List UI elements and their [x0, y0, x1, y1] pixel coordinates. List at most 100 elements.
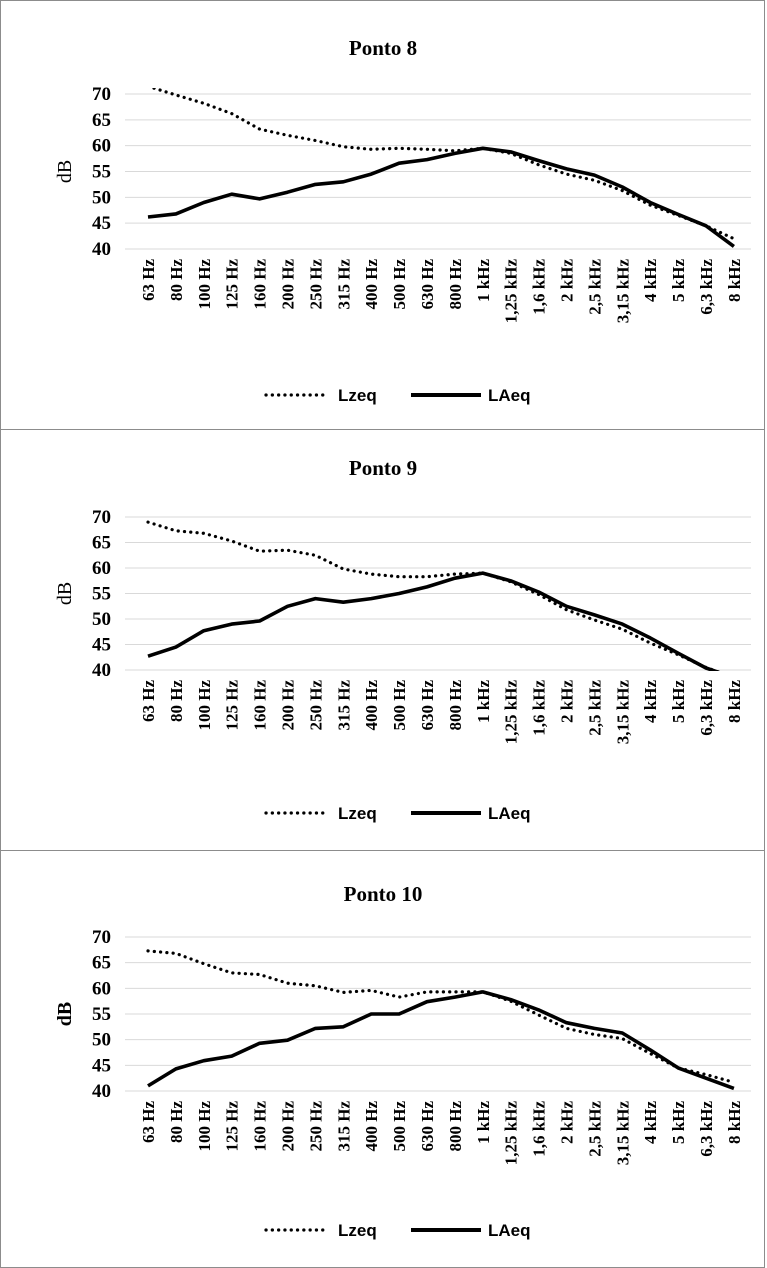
x-tick-label: 63 Hz: [139, 680, 158, 722]
x-tick-label: 100 Hz: [195, 1101, 214, 1152]
x-tick-label: 5 kHz: [669, 1101, 688, 1144]
x-tick-label: 630 Hz: [418, 680, 437, 731]
x-tick-label: 100 Hz: [195, 680, 214, 731]
y-tick-label: 40: [92, 1081, 111, 1102]
x-tick-label: 5 kHz: [669, 259, 688, 302]
x-tick-label: 6,3 kHz: [697, 1101, 716, 1157]
y-tick-label: 45: [92, 213, 111, 234]
x-tick-label: 4 kHz: [641, 680, 660, 723]
series-line-laeq: [147, 146, 735, 248]
x-tick-label: 80 Hz: [167, 1101, 186, 1143]
x-tick-label: 1 kHz: [474, 1101, 493, 1144]
series-line-lzeq: [148, 88, 736, 241]
legend-label-laeq: LAeq: [488, 386, 531, 405]
y-tick-label: 40: [92, 660, 111, 681]
x-tick-label: 800 Hz: [446, 259, 465, 310]
legend: Lzeq LAeq: [264, 804, 531, 823]
x-tick-label: 250 Hz: [306, 259, 325, 310]
x-tick-label: 6,3 kHz: [697, 680, 716, 736]
x-tick-label: 160 Hz: [251, 259, 270, 310]
y-tick-label: 60: [92, 978, 111, 999]
x-tick-label: 4 kHz: [641, 259, 660, 302]
x-tick-label: 125 Hz: [223, 1101, 242, 1152]
x-tick-label: 315 Hz: [334, 259, 353, 310]
x-tick-label: 63 Hz: [139, 259, 158, 301]
x-tick-label: 400 Hz: [362, 259, 381, 310]
y-tick-label: 70: [92, 507, 111, 528]
chart-title: Ponto 8: [349, 36, 417, 60]
legend-label-laeq: LAeq: [488, 804, 531, 823]
y-tick-label: 70: [92, 84, 111, 105]
x-tick-label: 100 Hz: [195, 259, 214, 310]
x-tick-label: 2 kHz: [558, 259, 577, 302]
y-tick-label: 45: [92, 635, 111, 656]
x-tick-label: 5 kHz: [669, 680, 688, 723]
x-tick-label: 200 Hz: [279, 1101, 298, 1152]
y-tick-label: 45: [92, 1055, 111, 1076]
chart-panel-ponto-8: Ponto 8 70 65 60 55 50 45 40 dB 63 Hz 80 Hz 100 Hz 1…: [0, 0, 765, 430]
x-tick-label: 1,6 kHz: [530, 259, 549, 315]
y-tick-label: 50: [92, 609, 111, 630]
x-tick-label: 315 Hz: [334, 680, 353, 731]
chart-panel-ponto-9: Ponto 9 70 65 60 55 50 45 40 dB 63 Hz 80 Hz 100 Hz 1…: [0, 429, 765, 851]
y-axis-label: dB: [54, 160, 76, 183]
x-tick-label: 630 Hz: [418, 259, 437, 310]
x-tick-label: 1,25 kHz: [502, 1101, 521, 1166]
series-line-laeq: [147, 571, 721, 671]
line-chart: Ponto 8 70 65 60 55 50 45 40 dB 63 Hz 80 Hz 100 Hz 1…: [54, 36, 751, 405]
x-tick-label: 2 kHz: [558, 680, 577, 723]
x-tick-label: 2 kHz: [558, 1101, 577, 1144]
chart-title: Ponto 9: [349, 456, 417, 480]
x-tick-label: 200 Hz: [279, 259, 298, 310]
legend-label-lzeq: Lzeq: [338, 804, 377, 823]
y-axis-label: dB: [54, 582, 76, 605]
x-tick-label: 800 Hz: [446, 680, 465, 731]
x-tick-label: 630 Hz: [418, 1101, 437, 1152]
y-tick-label: 50: [92, 1030, 111, 1051]
y-tick-label: 70: [92, 927, 111, 948]
x-tick-label: 400 Hz: [362, 680, 381, 731]
x-tick-label: 1,25 kHz: [502, 259, 521, 324]
legend: Lzeq LAeq: [264, 1221, 531, 1240]
x-tick-label: 400 Hz: [362, 1101, 381, 1152]
x-tick-label: 125 Hz: [223, 259, 242, 310]
line-chart: Ponto 10 70 65 60 55 50 45 40 dB 63 Hz 80 Hz 100 Hz…: [54, 882, 751, 1240]
x-tick-label: 1,6 kHz: [530, 1101, 549, 1157]
x-tick-label: 160 Hz: [251, 680, 270, 731]
x-tick-label: 315 Hz: [334, 1101, 353, 1152]
x-tick-label: 125 Hz: [223, 680, 242, 731]
y-tick-label: 50: [92, 187, 111, 208]
y-axis-label: dB: [54, 1002, 76, 1026]
x-tick-label: 2,5 kHz: [585, 680, 604, 736]
y-tick-label: 65: [92, 110, 111, 131]
x-tick-label: 3,15 kHz: [613, 680, 632, 745]
chart-panel-ponto-10: Ponto 10 70 65 60 55 50 45 40 dB 63 Hz 80 Hz 100 Hz…: [0, 850, 765, 1268]
y-tick-label: 65: [92, 533, 111, 554]
x-tick-label: 1 kHz: [474, 680, 493, 723]
x-tick-label: 80 Hz: [167, 259, 186, 301]
chart-title: Ponto 10: [344, 882, 423, 906]
x-tick-label: 1 kHz: [474, 259, 493, 302]
x-tick-label: 500 Hz: [390, 680, 409, 731]
series-line-laeq: [147, 990, 735, 1091]
line-chart: Ponto 9 70 65 60 55 50 45 40 dB 63 Hz 80 Hz 100 Hz 1…: [54, 456, 751, 823]
x-tick-label: 8 kHz: [725, 1101, 744, 1144]
x-tick-label: 80 Hz: [167, 680, 186, 722]
x-tick-label: 200 Hz: [279, 680, 298, 731]
x-tick-label: 63 Hz: [139, 1101, 158, 1143]
x-tick-label: 2,5 kHz: [585, 259, 604, 315]
x-tick-label: 800 Hz: [446, 1101, 465, 1152]
x-tick-label: 3,15 kHz: [613, 259, 632, 324]
y-tick-label: 60: [92, 558, 111, 579]
x-tick-label: 8 kHz: [725, 680, 744, 723]
y-tick-label: 65: [92, 953, 111, 974]
y-tick-label: 55: [92, 584, 111, 605]
x-tick-label: 1,6 kHz: [530, 680, 549, 736]
series-line-lzeq: [146, 949, 736, 1084]
x-tick-label: 8 kHz: [725, 259, 744, 302]
legend-label-lzeq: Lzeq: [338, 386, 377, 405]
y-tick-label: 55: [92, 162, 111, 183]
x-tick-label: 3,15 kHz: [613, 1101, 632, 1166]
series-line-lzeq: [146, 520, 721, 671]
x-tick-label: 6,3 kHz: [697, 259, 716, 315]
